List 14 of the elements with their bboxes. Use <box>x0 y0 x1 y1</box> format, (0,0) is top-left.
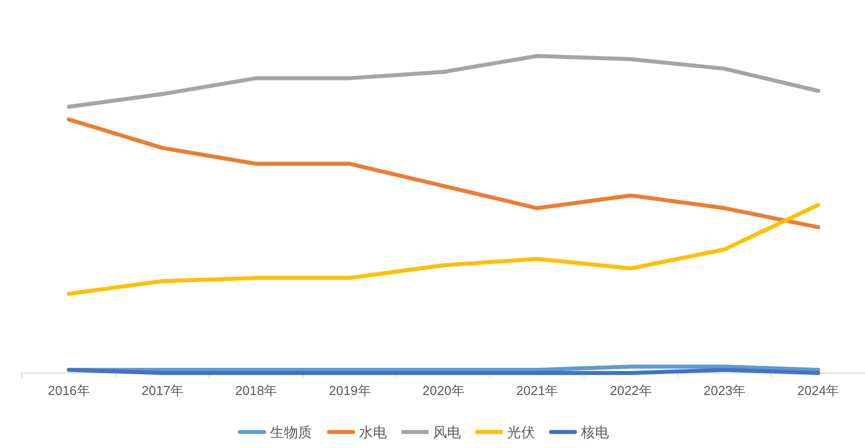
x-tick-label: 2020年 <box>422 383 464 398</box>
x-tick-label: 2021年 <box>516 383 558 398</box>
x-tick-label: 2018年 <box>235 383 278 398</box>
x-tick-label: 2016年 <box>48 383 90 398</box>
legend-label: 光伏 <box>507 424 535 440</box>
legend-label: 水电 <box>359 424 387 440</box>
legend-label: 风电 <box>433 424 461 440</box>
x-tick-label: 2024年 <box>797 383 840 398</box>
x-tick-label: 2022年 <box>610 383 652 398</box>
x-tick-label: 2017年 <box>142 383 184 398</box>
legend-label: 生物质 <box>270 424 312 440</box>
x-tick-label: 2023年 <box>704 383 746 398</box>
x-tick-label: 2019年 <box>328 383 371 398</box>
legend-label: 核电 <box>580 424 609 440</box>
